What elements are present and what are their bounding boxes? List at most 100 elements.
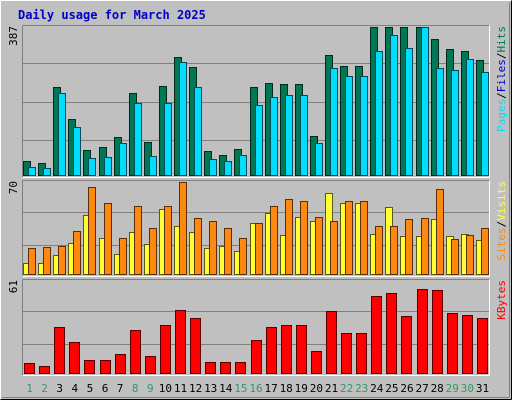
legend-entry: /: [495, 221, 508, 228]
bar-kbytes: [371, 296, 382, 374]
x-tick-label: 2: [41, 382, 48, 395]
bar-kbytes: [477, 318, 488, 374]
bar-kbytes: [386, 293, 397, 374]
bar-files: [285, 95, 293, 176]
y-max-label: 70: [7, 181, 20, 194]
x-tick-label: 22: [340, 382, 353, 395]
legend-entry: /: [495, 53, 508, 60]
legend-entry: Pages: [495, 99, 508, 132]
bar-kbytes: [220, 362, 231, 374]
x-tick-label: 21: [325, 382, 338, 395]
bar-kbytes: [432, 290, 443, 374]
x-tick-label: 16: [249, 382, 262, 395]
bar-visits: [43, 247, 51, 275]
bar-visits: [134, 206, 142, 275]
legend: Pages/Files/Hits: [495, 26, 508, 132]
bar-files: [43, 168, 51, 176]
bar-files: [104, 157, 112, 176]
x-tick-label: 15: [234, 382, 247, 395]
bar-files: [88, 158, 96, 176]
x-axis-labels: 1 2 3 4 5 6 7 8 9 10 11 12 13 14 15 16 17 18 19 20 21 22 23 24 2…: [26, 382, 489, 395]
bar-visits: [73, 231, 81, 275]
bar-files: [58, 93, 66, 176]
bar-kbytes: [175, 310, 186, 374]
bar-files: [239, 155, 247, 176]
bar-visits: [405, 219, 413, 275]
x-tick-label: 18: [280, 382, 293, 395]
x-tick-label: 31: [476, 382, 489, 395]
bar-kbytes: [115, 354, 126, 374]
x-tick-label: 4: [71, 382, 78, 395]
bar-visits: [466, 235, 474, 275]
legend-entry: /: [495, 92, 508, 99]
x-tick-label: 5: [87, 382, 94, 395]
bar-visits: [104, 203, 112, 275]
bar-files: [194, 87, 202, 176]
bar-files: [315, 143, 323, 176]
bar-visits: [164, 206, 172, 275]
bar-files: [164, 103, 172, 176]
bar-visits: [436, 189, 444, 275]
bar-files: [73, 127, 81, 176]
bar-visits: [194, 218, 202, 275]
bar-files: [119, 143, 127, 176]
bar-visits: [315, 217, 323, 275]
bar-visits: [345, 201, 353, 275]
panel-sites_visits: 70 Sites/Visits: [7, 180, 508, 277]
bar-kbytes: [130, 330, 141, 374]
bar-files: [345, 76, 353, 176]
bar-kbytes: [84, 360, 95, 374]
x-tick-label: 11: [174, 382, 187, 395]
legend: Sites/Visits: [495, 181, 508, 261]
legend-entry: KBytes: [495, 280, 508, 320]
x-tick-label: 8: [132, 382, 139, 395]
bar-visits: [149, 228, 157, 275]
bar-visits: [88, 187, 96, 275]
x-tick-label: 10: [159, 382, 172, 395]
x-tick-label: 14: [219, 382, 233, 395]
bar-visits: [179, 182, 187, 275]
x-tick-label: 19: [295, 382, 308, 395]
bar-kbytes: [205, 362, 216, 374]
bar-visits: [451, 239, 459, 275]
x-tick-label: 1: [26, 382, 33, 395]
bar-files: [179, 62, 187, 176]
chart-title: Daily usage for March 2025: [18, 8, 206, 22]
bar-visits: [330, 221, 338, 275]
bar-files: [481, 72, 489, 176]
bar-visits: [119, 238, 127, 275]
bar-visits: [239, 238, 247, 275]
bar-files: [255, 105, 263, 176]
bar-files: [224, 161, 232, 176]
bar-visits: [390, 226, 398, 275]
bar-files: [405, 48, 413, 176]
bar-files: [300, 95, 308, 176]
legend-entry: Visits: [495, 181, 508, 221]
bar-kbytes: [39, 366, 50, 374]
x-tick-label: 26: [400, 382, 413, 395]
bar-kbytes: [326, 311, 337, 374]
bar-files: [134, 103, 142, 176]
bar-files: [466, 59, 474, 176]
bar-files: [451, 70, 459, 176]
bar-kbytes: [235, 362, 246, 374]
x-tick-label: 3: [56, 382, 63, 395]
bar-kbytes: [160, 325, 171, 374]
bar-files: [330, 68, 338, 176]
bar-visits: [28, 248, 36, 275]
bar-kbytes: [311, 351, 322, 374]
bar-visits: [300, 201, 308, 275]
x-tick-label: 29: [446, 382, 459, 395]
bar-kbytes: [69, 342, 80, 374]
bar-files: [436, 68, 444, 176]
x-tick-label: 13: [204, 382, 217, 395]
bar-kbytes: [417, 289, 428, 374]
x-tick-label: 28: [431, 382, 444, 395]
bar-kbytes: [401, 316, 412, 374]
x-tick-label: 17: [264, 382, 277, 395]
x-tick-label: 24: [370, 382, 384, 395]
bar-kbytes: [100, 360, 111, 374]
bar-kbytes: [341, 333, 352, 374]
